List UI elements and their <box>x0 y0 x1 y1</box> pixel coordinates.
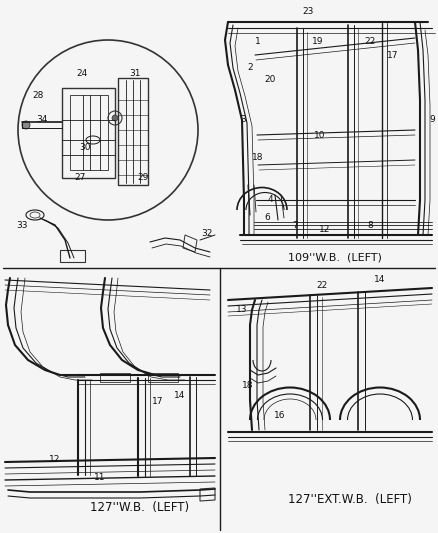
Text: 27: 27 <box>74 174 86 182</box>
Text: 1: 1 <box>255 37 261 46</box>
Text: 29: 29 <box>137 174 148 182</box>
Text: 10: 10 <box>314 131 326 140</box>
Text: 7: 7 <box>292 221 298 230</box>
Text: 34: 34 <box>36 116 48 125</box>
Bar <box>148 373 178 382</box>
Text: 19: 19 <box>312 37 324 46</box>
Text: 4: 4 <box>267 196 273 205</box>
Text: 2: 2 <box>247 63 253 72</box>
Text: 3: 3 <box>240 116 246 125</box>
Text: 12: 12 <box>49 456 61 464</box>
Text: 28: 28 <box>32 91 44 100</box>
Bar <box>100 373 130 382</box>
Text: 8: 8 <box>367 221 373 230</box>
Text: 127''EXT.W.B.  (LEFT): 127''EXT.W.B. (LEFT) <box>288 494 412 506</box>
Text: 11: 11 <box>94 473 106 482</box>
Text: 33: 33 <box>16 221 28 230</box>
Text: 30: 30 <box>79 143 91 152</box>
Text: 18: 18 <box>252 154 264 163</box>
Text: 24: 24 <box>76 69 88 77</box>
Text: 18: 18 <box>242 381 254 390</box>
Text: 22: 22 <box>364 37 376 46</box>
Text: 23: 23 <box>302 7 314 17</box>
Text: 20: 20 <box>264 76 276 85</box>
Text: 14: 14 <box>374 276 386 285</box>
Circle shape <box>22 121 30 129</box>
Text: 12: 12 <box>319 225 331 235</box>
Text: 32: 32 <box>201 229 213 238</box>
Text: 14: 14 <box>174 392 186 400</box>
Text: 16: 16 <box>274 410 286 419</box>
Text: 17: 17 <box>152 398 164 407</box>
Text: 6: 6 <box>264 214 270 222</box>
Text: 22: 22 <box>316 280 328 289</box>
Circle shape <box>112 115 118 121</box>
Text: 9: 9 <box>429 116 435 125</box>
Text: 109''W.B.  (LEFT): 109''W.B. (LEFT) <box>288 253 382 263</box>
Text: 31: 31 <box>129 69 141 77</box>
Text: 13: 13 <box>236 305 248 314</box>
Text: 127''W.B.  (LEFT): 127''W.B. (LEFT) <box>90 502 190 514</box>
Text: 17: 17 <box>387 51 399 60</box>
